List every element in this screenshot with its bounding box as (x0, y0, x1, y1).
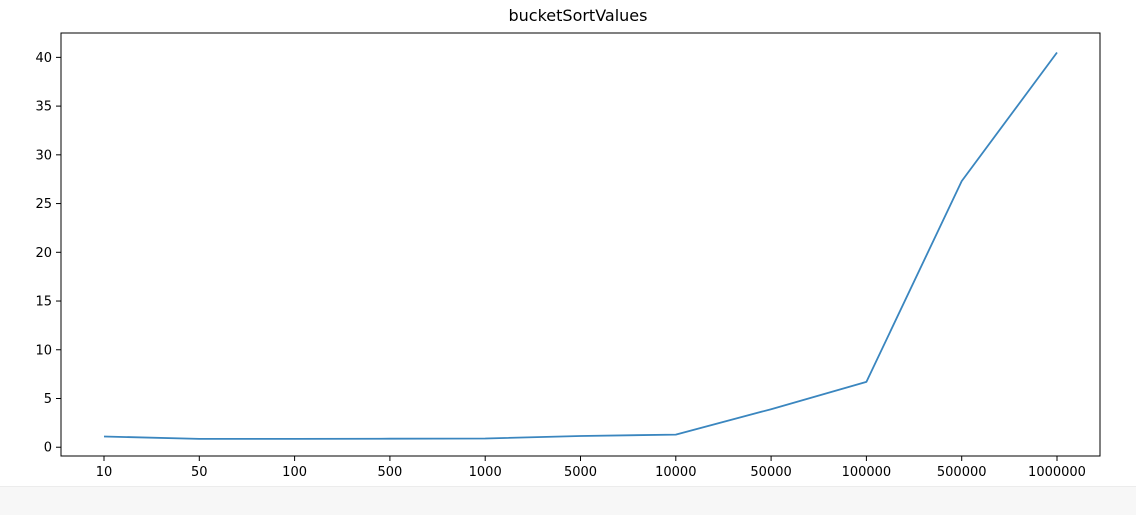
series-line (104, 53, 1057, 439)
chart-title: bucketSortValues (509, 6, 648, 25)
x-tick-label: 100000 (842, 465, 892, 480)
bottom-strip (0, 486, 1136, 515)
y-tick-label: 15 (35, 295, 52, 310)
plot-area (61, 33, 1100, 456)
x-tick-label: 100 (282, 465, 307, 480)
x-tick-label: 1000 (469, 465, 502, 480)
x-tick-label: 50000 (750, 465, 791, 480)
plot-frame (61, 33, 1100, 456)
y-tick-label: 0 (44, 441, 52, 456)
x-tick-label: 500 (377, 465, 402, 480)
x-tick-label: 500000 (937, 465, 987, 480)
x-tick-label: 10 (96, 465, 113, 480)
y-tick-label: 35 (35, 100, 52, 115)
y-tick-label: 25 (35, 197, 52, 212)
y-tick-label: 30 (35, 148, 52, 163)
y-tick-label: 10 (35, 343, 52, 358)
y-tick-label: 5 (44, 392, 52, 407)
y-tick-label: 20 (35, 246, 52, 261)
y-axis: 0 5 10 15 20 25 30 35 40 (35, 51, 61, 456)
x-tick-label: 50 (191, 465, 208, 480)
x-tick-label: 1000000 (1028, 465, 1086, 480)
y-tick-label: 40 (35, 51, 52, 66)
x-tick-label: 5000 (564, 465, 597, 480)
series-layer (104, 52, 1057, 438)
x-axis: 10 50 100 500 1000 5000 10000 50000 100000 500000… (96, 456, 1086, 480)
x-tick-label: 10000 (655, 465, 696, 480)
